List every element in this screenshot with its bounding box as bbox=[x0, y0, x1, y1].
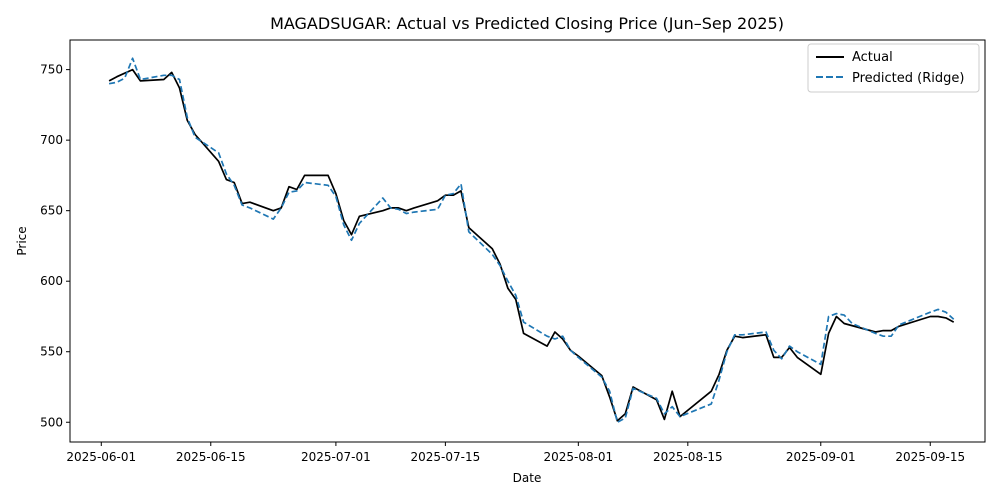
y-tick-label-1: 550 bbox=[40, 345, 63, 359]
x-tick-label-0: 2025-06-01 bbox=[66, 450, 136, 464]
chart-title: MAGADSUGAR: Actual vs Predicted Closing … bbox=[270, 14, 784, 33]
series-line-predicted bbox=[108, 57, 955, 424]
x-tick-label-1: 2025-06-15 bbox=[176, 450, 246, 464]
plot-frame bbox=[69, 39, 986, 443]
y-axis-title: Price bbox=[15, 226, 29, 255]
plot-area bbox=[69, 39, 986, 443]
legend: Actual Predicted (Ridge) bbox=[807, 43, 980, 93]
y-tick-label-5: 750 bbox=[40, 63, 63, 77]
y-tick-label-4: 700 bbox=[40, 133, 63, 147]
x-tick-label-5: 2025-08-15 bbox=[653, 450, 723, 464]
x-tick-label-7: 2025-09-15 bbox=[895, 450, 965, 464]
x-tick-label-4: 2025-08-01 bbox=[543, 450, 613, 464]
y-tick-label-2: 600 bbox=[40, 274, 63, 288]
legend-label-predicted: Predicted (Ridge) bbox=[852, 71, 964, 86]
x-tick-label-3: 2025-07-15 bbox=[411, 450, 481, 464]
y-tick-label-3: 650 bbox=[40, 204, 63, 218]
y-tick-label-0: 500 bbox=[40, 415, 63, 429]
x-tick-label-6: 2025-09-01 bbox=[786, 450, 856, 464]
x-axis-title: Date bbox=[513, 471, 542, 485]
y-axis: 500 550 600 650 700 750 bbox=[40, 63, 70, 429]
x-axis: 2025-06-01 2025-06-15 2025-07-01 2025-07-15… bbox=[66, 442, 965, 464]
x-tick-label-2: 2025-07-01 bbox=[301, 450, 371, 464]
legend-box bbox=[807, 43, 980, 93]
legend-label-actual: Actual bbox=[852, 50, 893, 65]
series-line-actual bbox=[108, 68, 955, 422]
series-layer bbox=[108, 57, 955, 424]
